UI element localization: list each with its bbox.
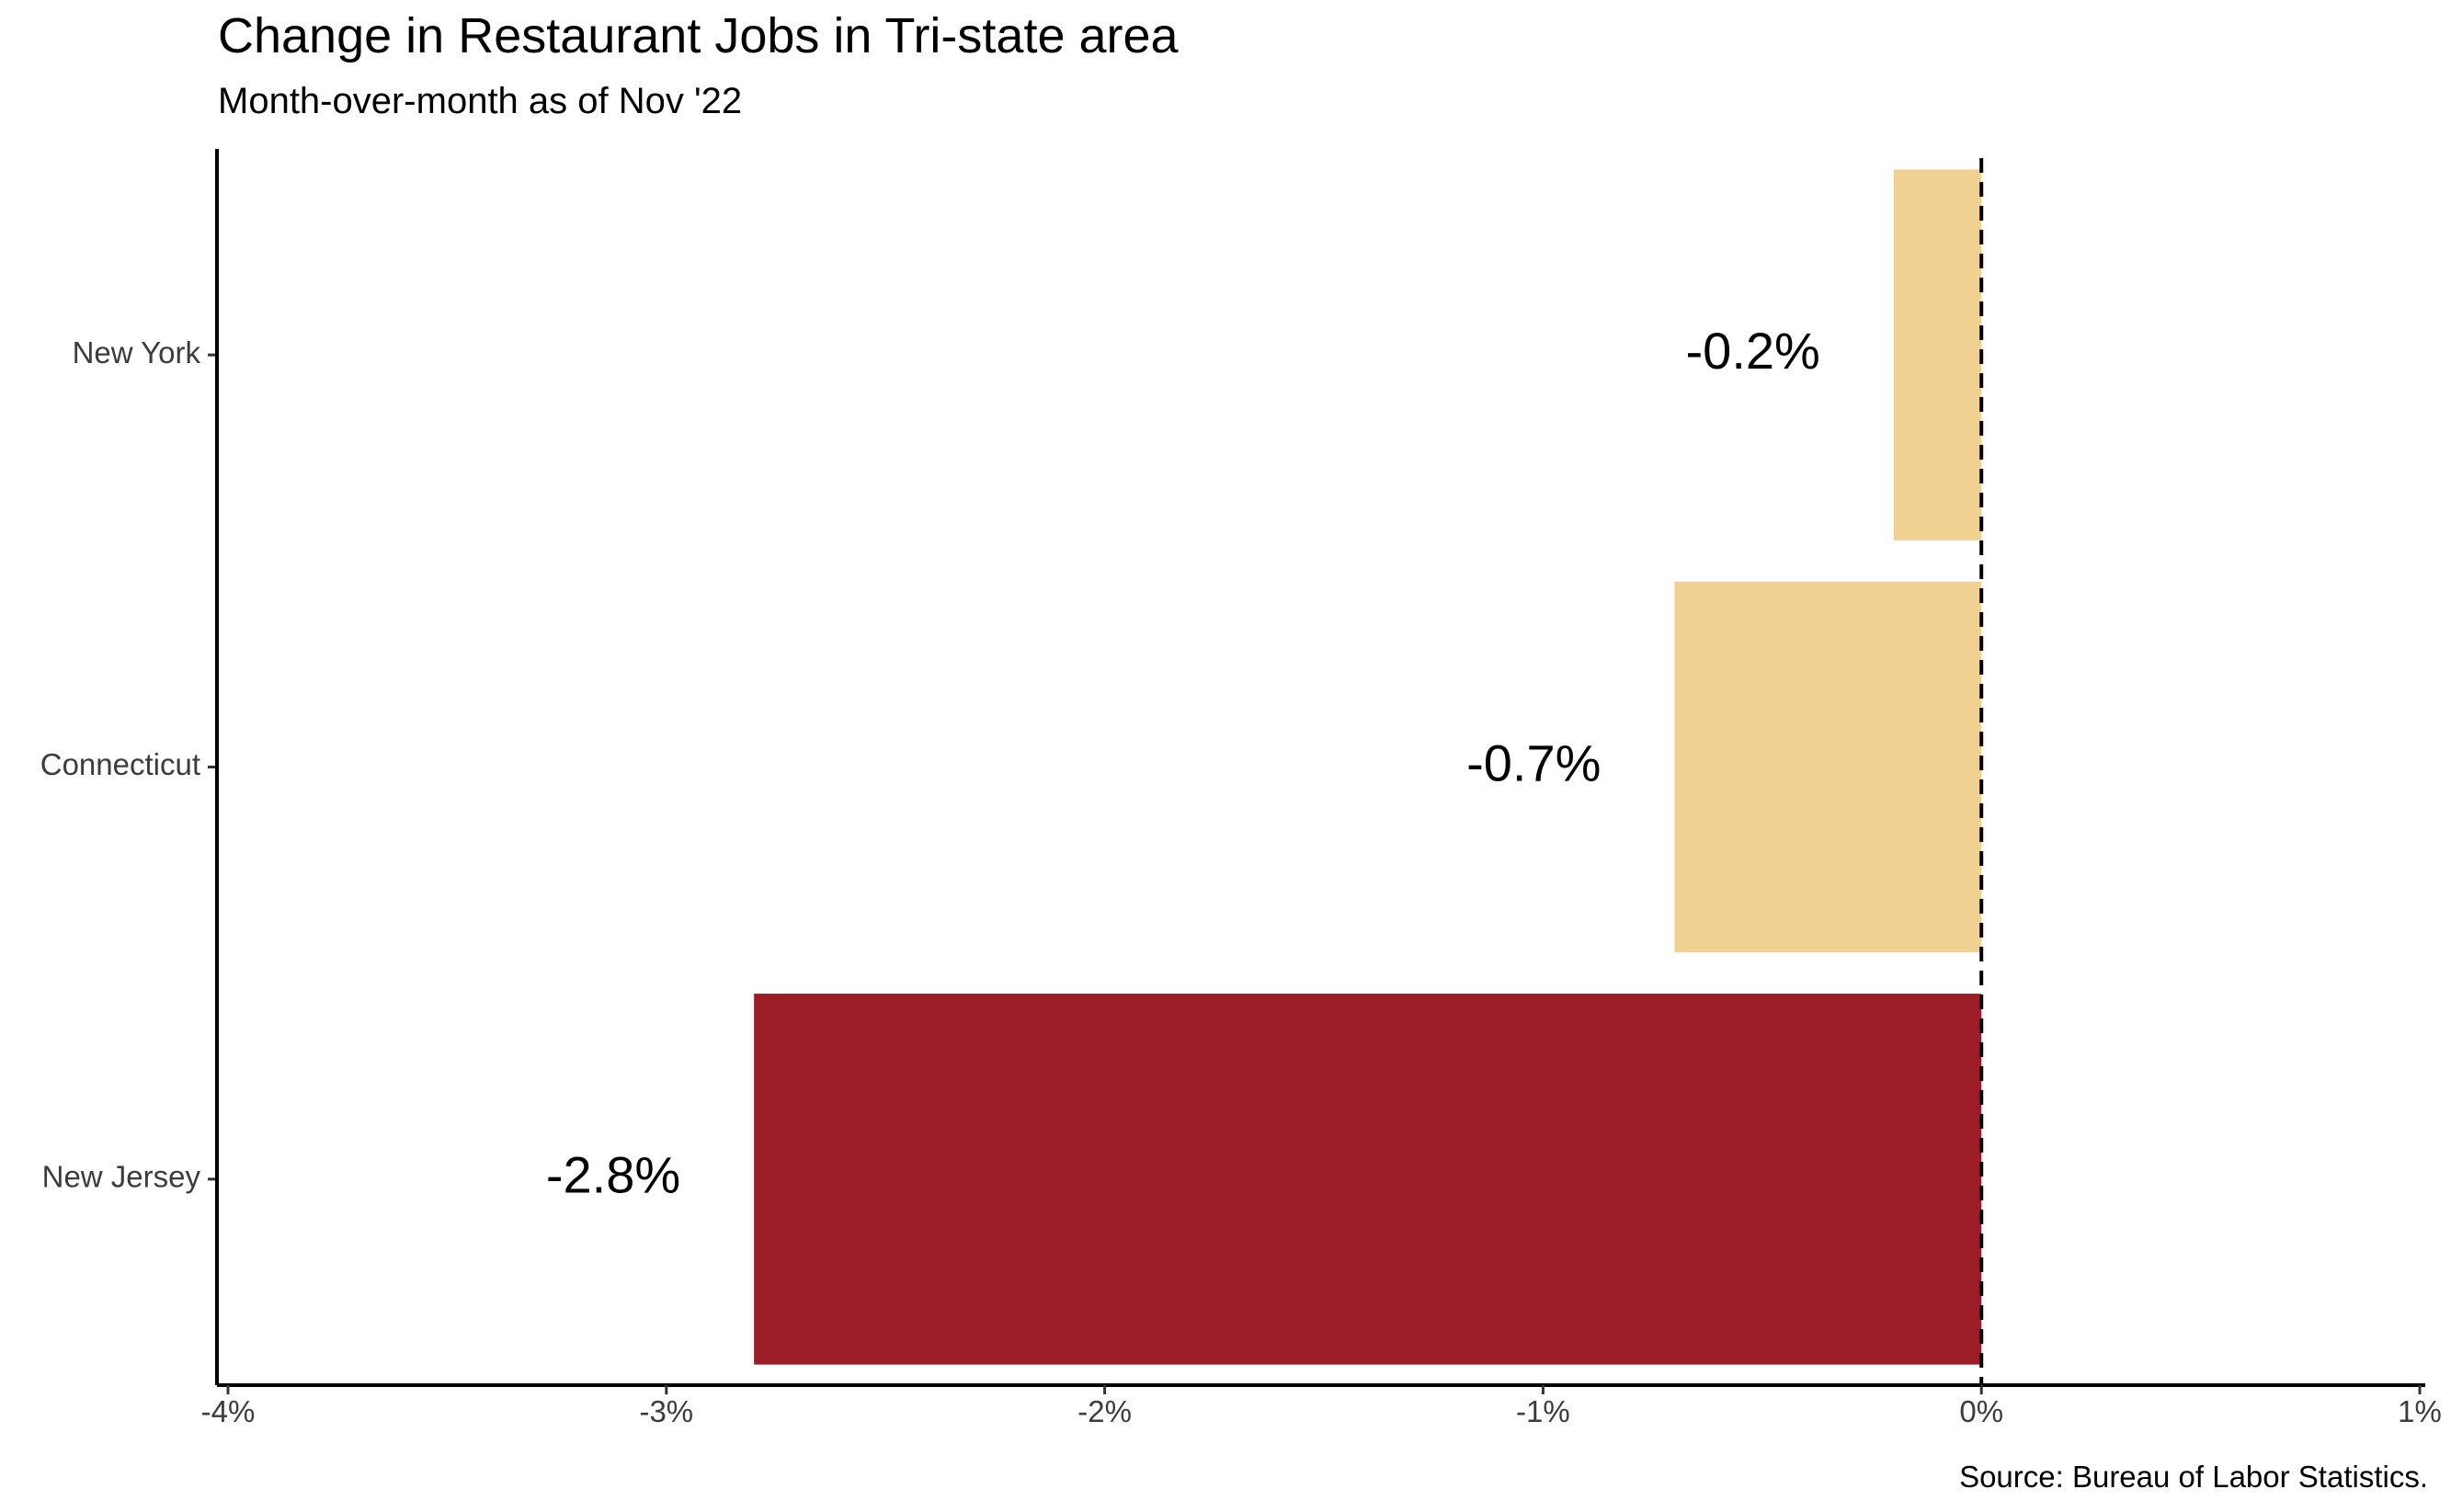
chart-title: Change in Restaurant Jobs in Tri-state a…: [218, 8, 1179, 63]
chart-subtitle: Month-over-month as of Nov '22: [218, 81, 743, 121]
data-label: -0.7%: [1466, 733, 1601, 791]
data-label: -2.8%: [546, 1146, 680, 1204]
bars-layer: [754, 169, 1982, 1365]
bar-connecticut: [1674, 581, 1982, 953]
bar-new-york: [1893, 169, 1982, 540]
chart-caption: Source: Bureau of Labor Statistics.: [1959, 1460, 2428, 1494]
y-tick-label: New Jersey: [42, 1160, 201, 1194]
y-tick-label: New York: [73, 335, 201, 369]
x-tick-label: -1%: [1516, 1394, 1570, 1428]
x-tick-label: -2%: [1077, 1394, 1132, 1428]
x-tick-label: -3%: [639, 1394, 693, 1428]
x-axis: -4% -3% -2% -1% 0% 1%: [201, 1383, 2442, 1428]
bar-new-jersey: [754, 994, 1982, 1365]
x-tick-label: -4%: [201, 1394, 256, 1428]
x-tick-label: 1%: [2398, 1394, 2442, 1428]
x-tick-label: 0%: [1959, 1394, 2003, 1428]
data-labels-layer: -0.2% -0.7% -2.8%: [546, 322, 1820, 1204]
data-label: -0.2%: [1686, 322, 1820, 380]
y-axis: New York Connecticut New Jersey: [40, 149, 219, 1385]
y-tick-label: Connecticut: [40, 747, 200, 781]
